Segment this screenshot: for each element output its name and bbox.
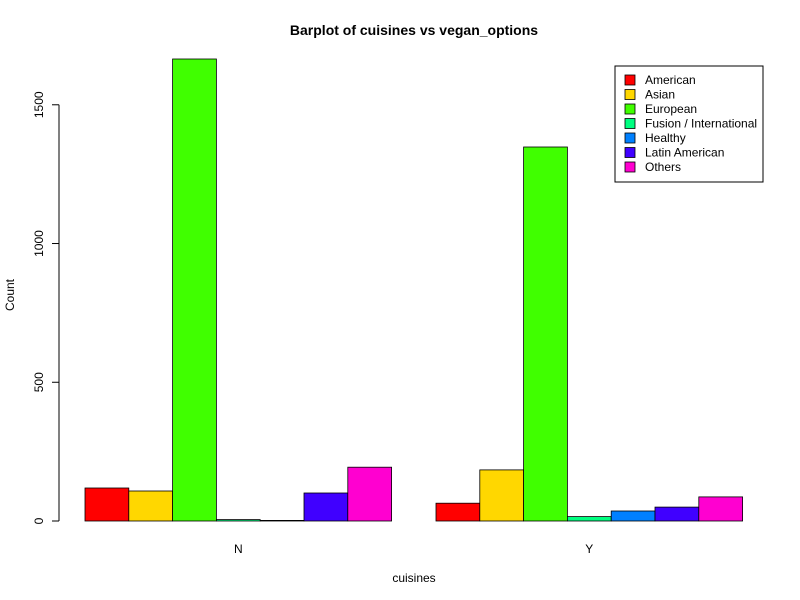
y-tick-label: 500: [32, 372, 46, 392]
bar-N-asian: [128, 490, 174, 522]
bar-Y-latin-american: [654, 506, 700, 522]
bar-N-others: [347, 466, 392, 522]
legend-swatch: [624, 147, 636, 158]
legend-label: Others: [645, 160, 681, 174]
legend-swatch: [624, 103, 636, 115]
bar-Y-others: [698, 496, 743, 522]
bars-group: [84, 58, 743, 522]
legend-box: [614, 65, 764, 183]
y-axis-label: Count: [3, 278, 17, 311]
legend-label: Asian: [645, 88, 675, 102]
x-tick-label: N: [234, 542, 243, 556]
y-tick-label: 0: [32, 517, 46, 524]
bar-N-healthy: [259, 520, 305, 522]
x-tick-label: Y: [585, 542, 593, 556]
legend-swatch: [624, 74, 636, 86]
bar-N-american: [84, 487, 130, 522]
x-axis-label: cuisines: [392, 571, 435, 585]
bar-N-latin-american: [303, 492, 349, 522]
y-tick-label: 1500: [32, 91, 46, 118]
legend-label: Healthy: [645, 131, 686, 145]
legend-label: Fusion / International: [645, 117, 757, 131]
bar-Y-american: [435, 502, 481, 522]
legend-swatch: [624, 89, 636, 100]
legend-swatch: [624, 161, 636, 173]
legend-label: American: [645, 73, 696, 87]
chart-title: Barplot of cuisines vs vegan_options: [290, 22, 538, 38]
bar-Y-fusion-international: [567, 516, 612, 522]
legend-swatch: [624, 132, 636, 144]
bar-Y-asian: [479, 469, 524, 522]
legend-swatch: [624, 118, 636, 129]
y-axis: 0 500 1000 1500: [32, 91, 60, 524]
bar-N-european: [172, 58, 217, 522]
bar-Y-european: [523, 146, 568, 522]
y-tick-label: 1000: [32, 230, 46, 257]
bar-N-fusion-international: [215, 519, 261, 522]
bar-Y-healthy: [610, 510, 656, 522]
legend-label: European: [645, 102, 697, 116]
legend-label: Latin American: [645, 146, 724, 160]
